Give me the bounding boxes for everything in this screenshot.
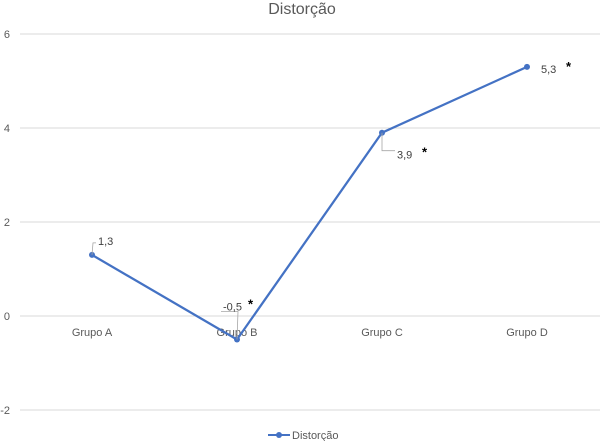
y-tick-label: 2	[4, 217, 10, 229]
y-tick-label: 6	[4, 29, 10, 41]
y-tick-label: 0	[4, 311, 10, 323]
legend-label: Distorção	[292, 430, 338, 441]
x-axis-categories: Grupo A Grupo B Grupo C Grupo D	[72, 327, 548, 339]
leader-line	[91, 242, 96, 255]
data-point	[524, 63, 530, 70]
legend: Distorção	[268, 430, 338, 441]
data-label: 1,3	[98, 236, 113, 248]
data-label: 5,3	[541, 64, 556, 76]
series-line	[91, 65, 528, 341]
data-label: -0,5	[223, 302, 242, 314]
significance-asterisk: *	[248, 297, 254, 312]
y-tick-label: 4	[4, 123, 10, 135]
x-category-label: Grupo C	[361, 327, 403, 339]
legend-point-marker	[276, 432, 282, 438]
significance-asterisk: *	[422, 145, 428, 160]
x-category-label: Grupo D	[506, 327, 548, 339]
series-distorcao	[89, 63, 530, 343]
y-tick-label: -2	[0, 405, 10, 417]
leader-line	[381, 132, 395, 152]
significance-asterisk: *	[566, 59, 572, 74]
x-category-label: Grupo A	[72, 327, 113, 339]
data-labels: 1,3 -0,5 * 3,9 * 5,3 *	[91, 59, 572, 340]
chart-title: Distorção	[268, 1, 336, 18]
leader-line	[221, 311, 239, 340]
data-label: 3,9	[397, 150, 412, 162]
y-axis-ticks: -2 0 2 4 6	[0, 29, 10, 417]
gridlines	[20, 33, 600, 411]
